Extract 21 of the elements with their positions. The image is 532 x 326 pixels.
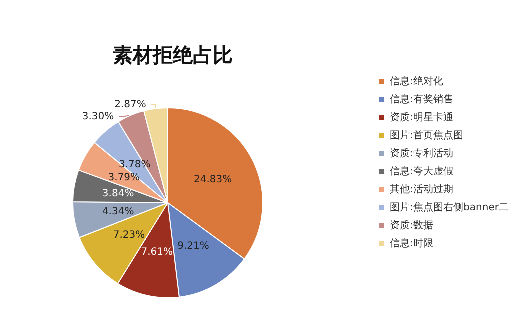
legend-label: 信息:时限 <box>390 238 434 250</box>
legend-label: 图片:首页焦点图 <box>390 130 464 142</box>
data-label: 24.83% <box>194 174 232 186</box>
legend-label: 资质:明星卡通 <box>390 112 454 124</box>
data-label: 9.21% <box>178 241 210 252</box>
legend-label: 资质:专利活动 <box>390 148 454 160</box>
data-label: 4.34% <box>102 206 134 218</box>
legend-label: 资质:数据 <box>390 220 434 232</box>
data-label: 3.78% <box>118 159 151 170</box>
data-label: 3.30% <box>82 111 114 122</box>
legend-label: 信息:夸大虚假 <box>390 166 454 178</box>
data-label: 3.79% <box>108 172 140 184</box>
legend-label: 其他:活动过期 <box>390 184 454 196</box>
legend-label: 信息:绝对化 <box>390 76 444 88</box>
data-label: 7.61% <box>141 246 174 258</box>
chart-title: 素材拒绝占比 <box>113 43 233 67</box>
data-label: 7.23% <box>113 230 146 241</box>
legend-label: 信息:有奖销售 <box>390 94 454 106</box>
legend-label: 图片:焦点图右侧banner二 <box>390 202 510 214</box>
data-label: 2.87% <box>114 99 146 110</box>
data-label: 3.84% <box>102 188 134 200</box>
